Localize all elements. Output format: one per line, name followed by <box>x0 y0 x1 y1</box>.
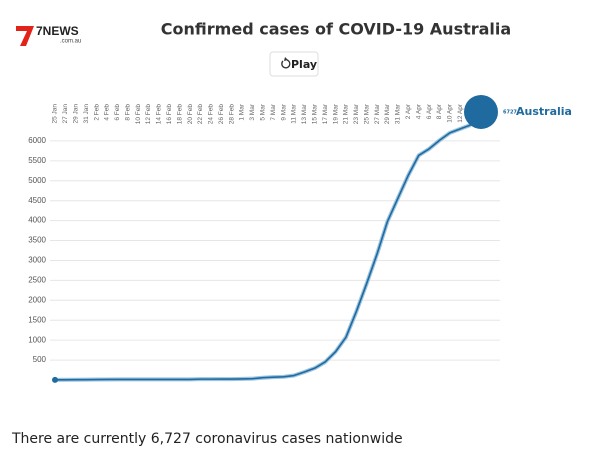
play-label[interactable]: Play <box>291 58 317 71</box>
logo-text: 7NEWS <box>36 24 79 38</box>
x-tick-label: 12 Feb <box>145 104 152 125</box>
x-tick-label: 11 Mar <box>291 103 298 124</box>
x-tick-label: 1 Mar <box>239 103 246 120</box>
y-tick-label: 6000 <box>28 136 46 145</box>
x-tick-label: 10 Apr <box>447 103 454 123</box>
x-tick-label: 9 Mar <box>280 103 287 120</box>
x-tick-label: 10 Feb <box>135 104 142 125</box>
x-tick-label: 28 Feb <box>228 104 235 125</box>
footer-text: There are currently 6,727 coronavirus ca… <box>11 431 403 447</box>
play-button[interactable]: Play <box>269 51 319 77</box>
x-tick-label: 15 Mar <box>311 103 318 124</box>
y-tick-label: 3000 <box>28 256 46 265</box>
x-tick-label: 6 Apr <box>426 103 433 119</box>
x-tick-label: 4 Apr <box>415 103 422 119</box>
x-tick-label: 20 Feb <box>187 104 194 125</box>
x-tick-label: 27 Jan <box>62 104 69 124</box>
x-tick-label: 25 Mar <box>363 103 370 124</box>
y-tick-label: 5000 <box>28 176 46 185</box>
x-tick-label: 23 Mar <box>353 103 360 124</box>
y-tick-label: 2500 <box>28 275 46 284</box>
x-tick-label: 17 Mar <box>322 103 329 124</box>
x-tick-label: 21 Mar <box>343 103 350 124</box>
x-tick-label: 22 Feb <box>197 104 204 125</box>
start-point <box>52 376 58 383</box>
x-tick-label: 24 Feb <box>208 104 215 125</box>
x-tick-label: 12 Apr <box>457 103 464 123</box>
y-tick-label: 1000 <box>28 335 46 344</box>
x-tick-label: 31 Mar <box>395 103 402 124</box>
y-tick-label: 2000 <box>28 295 46 304</box>
y-tick-label: 4000 <box>28 216 46 225</box>
line <box>54 124 471 381</box>
chart-title: Confirmed cases of COVID-19 Australia <box>161 20 511 39</box>
x-tick-label: 29 Mar <box>384 103 391 124</box>
logo: 7NEWS .com.au <box>16 24 81 46</box>
x-tick-label: 25 Jan <box>52 104 59 124</box>
x-tick-label: 6 Feb <box>114 104 121 121</box>
x-tick-label: 2 Apr <box>405 103 412 119</box>
x-tick-label: 8 Apr <box>436 103 443 119</box>
x-tick-label: 13 Mar <box>301 103 308 124</box>
x-tick-label: 3 Mar <box>249 103 256 120</box>
y-tick-label: 1500 <box>28 315 46 324</box>
y-tick-label: 5500 <box>28 156 46 165</box>
logo-sub: .com.au <box>60 39 81 45</box>
line-halo <box>54 123 472 382</box>
y-tick-label: 500 <box>33 355 47 364</box>
end-bubble <box>464 94 498 129</box>
x-tick-label: 7 Mar <box>270 103 277 120</box>
end-value-label: 6727 <box>503 109 517 115</box>
y-tick-label: 3500 <box>28 236 46 245</box>
x-tick-label: 29 Jan <box>72 104 79 124</box>
x-tick-label: 5 Mar <box>260 103 267 120</box>
x-tick-label: 8 Feb <box>124 104 131 121</box>
x-tick-label: 19 Mar <box>332 103 339 124</box>
x-tick-label: 31 Jan <box>83 104 90 124</box>
y-tick-label: 4500 <box>28 196 46 205</box>
x-tick-label: 14 Feb <box>156 104 163 125</box>
x-tick-label: 2 Feb <box>93 104 100 121</box>
x-tick-label: 26 Feb <box>218 104 225 125</box>
x-tick-label: 16 Feb <box>166 104 173 125</box>
x-tick-label: 18 Feb <box>176 104 183 125</box>
series-label: Australia <box>516 105 572 118</box>
x-tick-label: 27 Mar <box>374 103 381 124</box>
x-tick-label: 4 Feb <box>104 104 111 121</box>
